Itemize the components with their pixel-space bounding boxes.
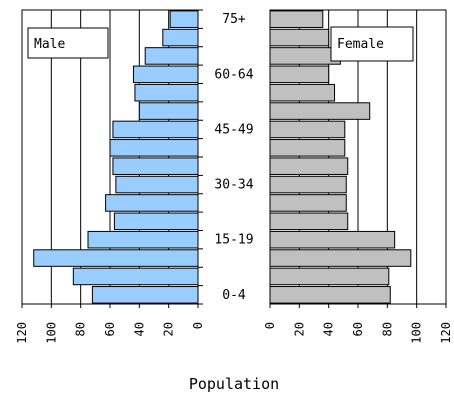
- female-x-tick-label: 20: [292, 322, 306, 336]
- male-bar: [112, 120, 199, 139]
- male-bar: [169, 10, 199, 28]
- female-bar: [269, 83, 336, 102]
- age-group-label: 30-34: [214, 178, 253, 193]
- male-bar: [109, 139, 199, 157]
- female-bar: [269, 157, 349, 175]
- age-group-label: 0-4: [222, 288, 246, 303]
- male-bar: [72, 267, 199, 286]
- female-x-tick-label: 100: [410, 322, 424, 344]
- male-bar: [115, 175, 199, 194]
- female-bar: [269, 139, 346, 157]
- age-group-label: 60-64: [214, 67, 253, 82]
- female-legend-label: Female: [337, 37, 384, 52]
- male-x-tick-label: 60: [103, 322, 117, 336]
- female-bar: [269, 65, 330, 84]
- male-bar: [132, 65, 199, 84]
- female-bar: [269, 47, 341, 65]
- x-axis-title: Population: [189, 375, 279, 393]
- female-bar: [269, 286, 391, 304]
- female-bar: [269, 249, 412, 267]
- male-x-tick-label: 0: [191, 322, 205, 329]
- male-x-tick-label: 20: [162, 322, 176, 336]
- female-bar: [269, 102, 371, 120]
- age-group-label: 75+: [222, 12, 246, 27]
- female-x-tick-label: 120: [439, 322, 453, 344]
- female-bar: [269, 194, 347, 212]
- age-group-label: 15-19: [214, 233, 253, 248]
- female-bar: [269, 10, 324, 28]
- male-bar: [91, 286, 199, 304]
- female-x-tick-label: 80: [380, 322, 394, 336]
- female-x-tick-label: 60: [351, 322, 365, 336]
- female-bar: [269, 267, 390, 286]
- male-x-tick-label: 80: [74, 322, 88, 336]
- male-bar: [33, 249, 199, 267]
- female-bar: [269, 28, 330, 47]
- male-x-tick-label: 40: [132, 322, 146, 336]
- female-x-tick-label: 0: [263, 322, 277, 329]
- male-bar: [144, 47, 199, 65]
- male-bar: [105, 194, 199, 212]
- male-x-tick-label: 100: [44, 322, 58, 344]
- female-panel: 0 20 40 60 80 100 120 Female: [263, 9, 453, 344]
- male-bar: [134, 83, 199, 102]
- male-legend-label: Male: [34, 37, 65, 52]
- female-bar: [269, 212, 349, 231]
- male-bar: [112, 157, 199, 175]
- female-bar: [269, 120, 346, 139]
- female-x-tick-label: 40: [322, 322, 336, 336]
- male-bar: [138, 102, 199, 120]
- male-legend-box: [27, 27, 109, 59]
- male-bar: [162, 28, 199, 47]
- male-panel: 120 100 80 60 40 20 0 Male: [15, 9, 205, 344]
- female-bar: [269, 230, 396, 249]
- female-bar: [269, 175, 347, 194]
- male-x-tick-label: 120: [15, 322, 29, 344]
- age-group-labels: 0-4 15-19 30-34 45-49 60-64 75+: [214, 12, 253, 303]
- male-bar: [113, 212, 199, 231]
- male-bar: [87, 230, 199, 249]
- age-group-label: 45-49: [214, 122, 253, 137]
- female-legend-box: [330, 26, 414, 62]
